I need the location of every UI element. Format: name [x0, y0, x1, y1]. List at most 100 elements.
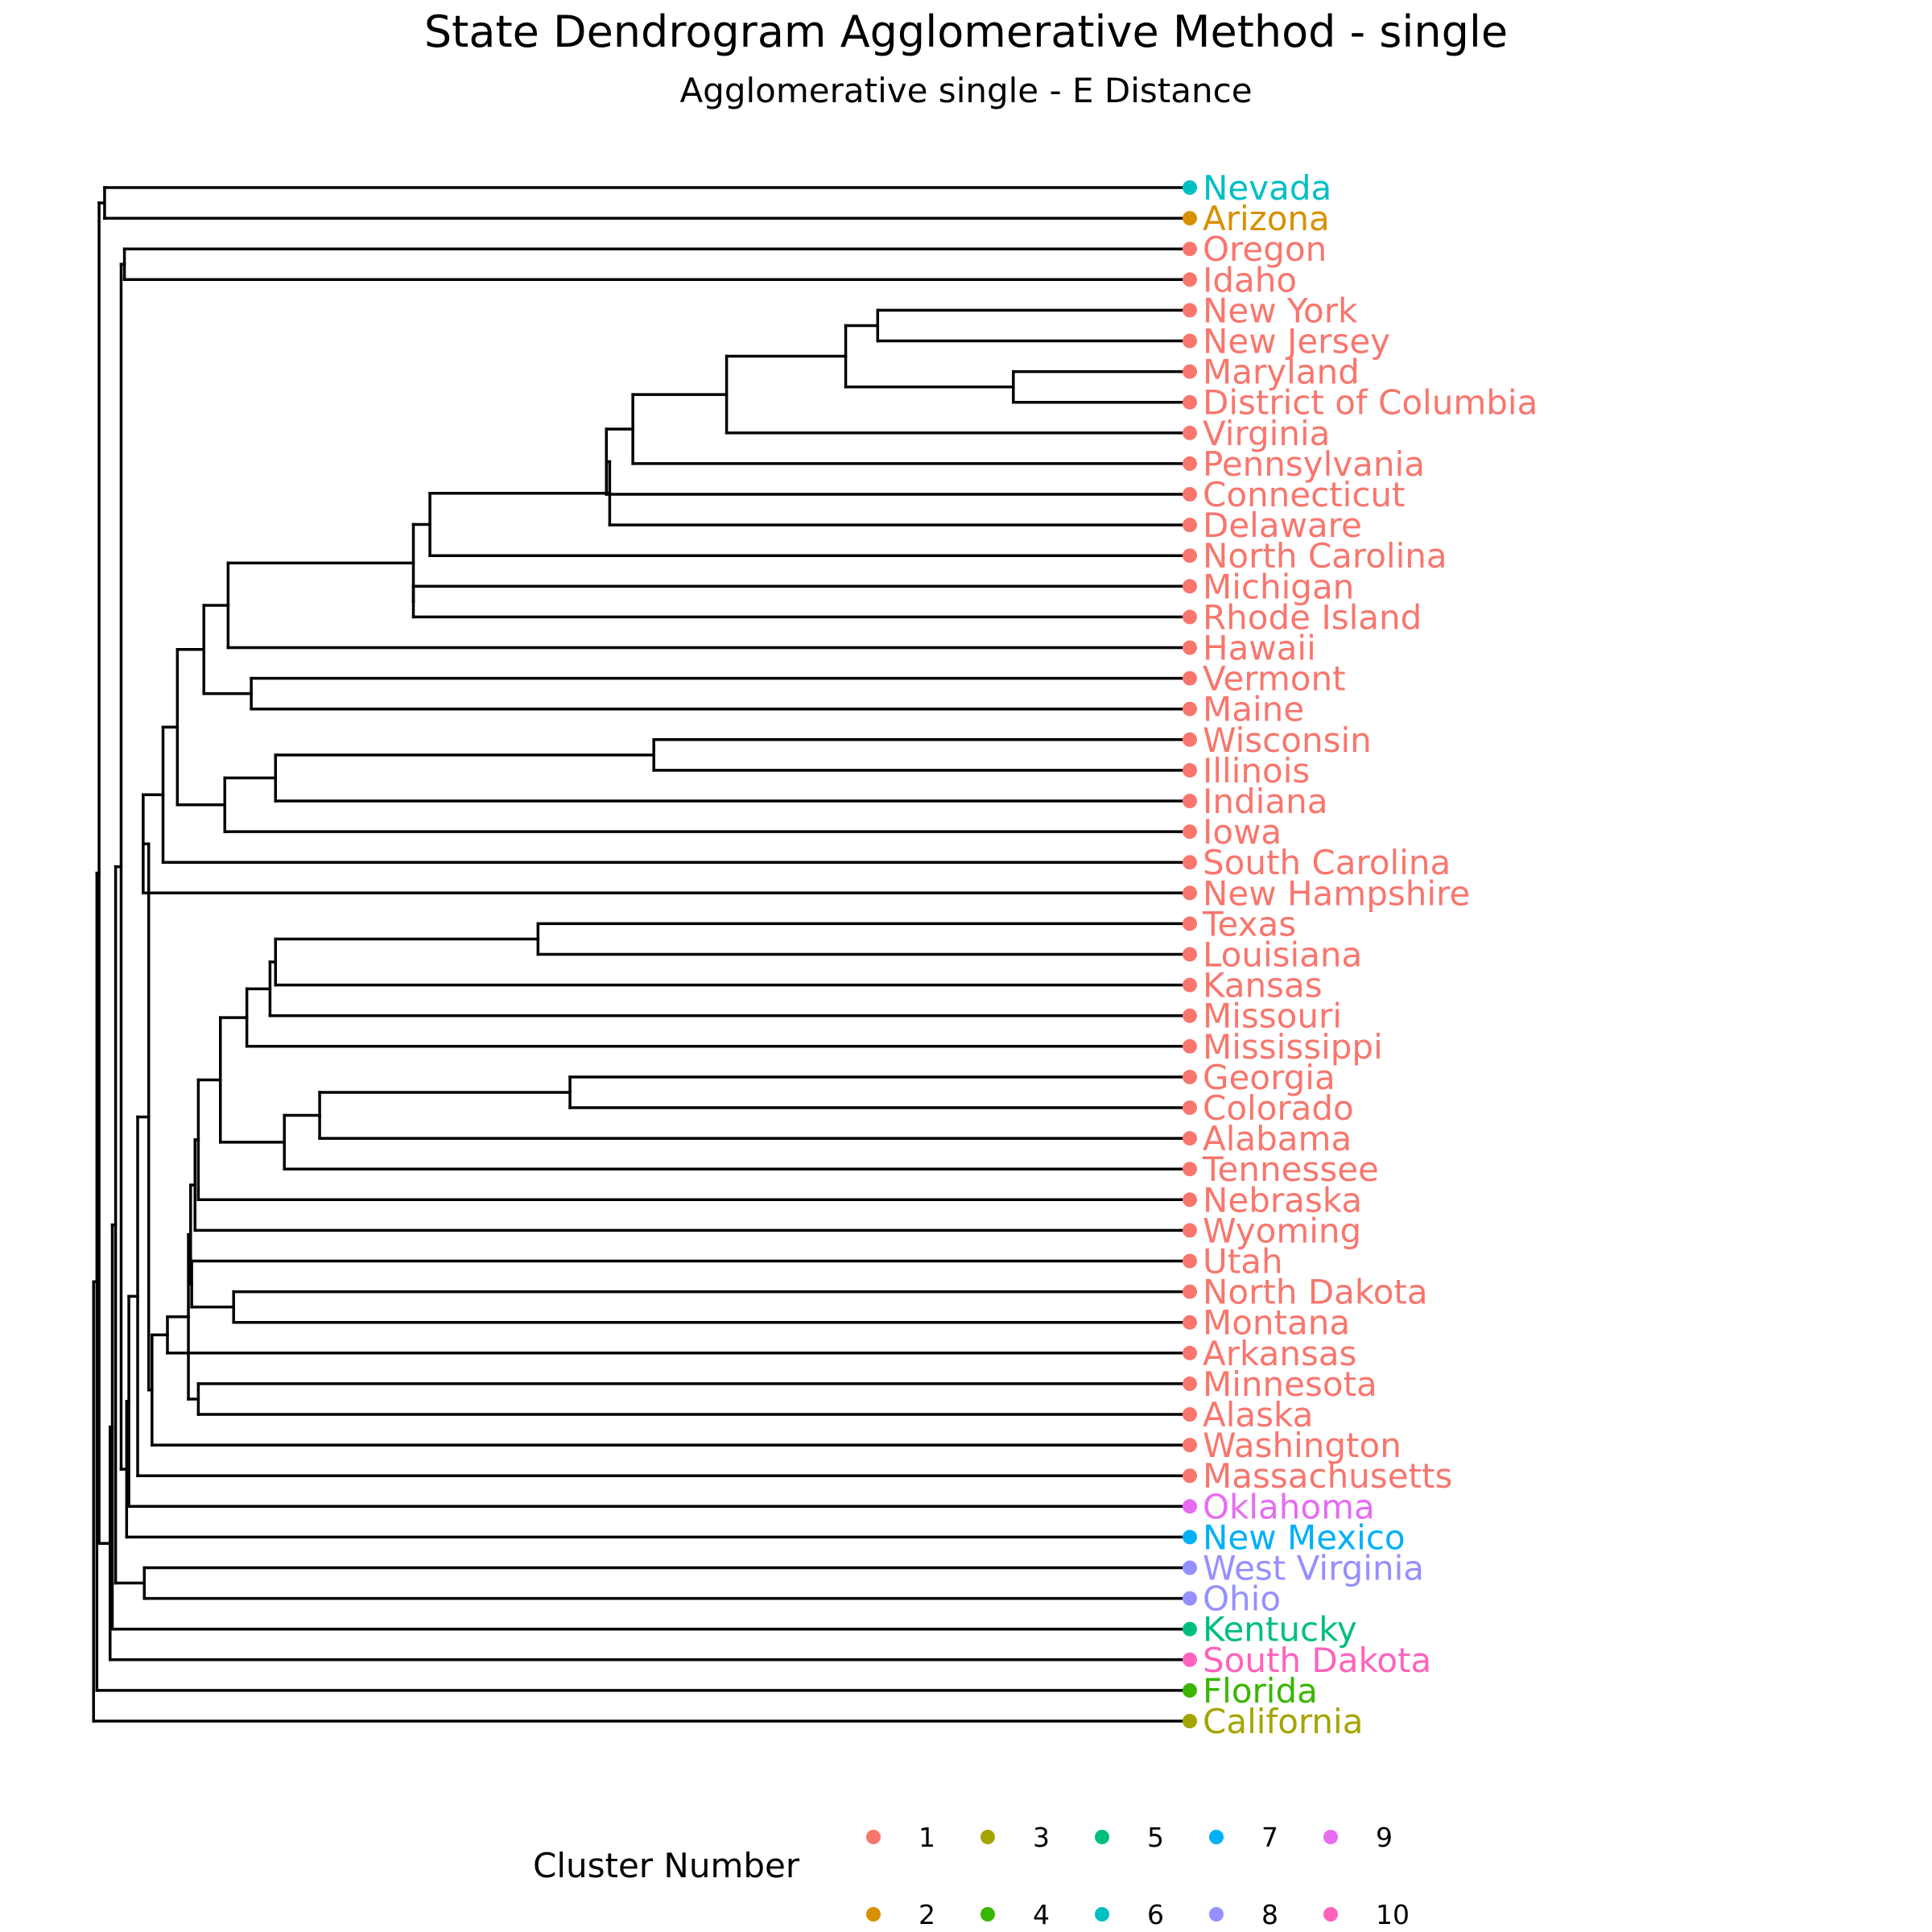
leaf-label: Rhode Island — [1203, 597, 1422, 637]
leaf-point — [1183, 242, 1197, 257]
leaf-label: Ohio — [1203, 1579, 1281, 1619]
leaf-point — [1183, 1499, 1197, 1514]
leaf-label: South Carolina — [1203, 843, 1451, 882]
leaf-point — [1183, 1100, 1197, 1115]
leaf-label: Florida — [1203, 1671, 1318, 1711]
leaf-label: Oregon — [1203, 229, 1327, 269]
leaf-label: New Jersey — [1203, 322, 1390, 361]
leaf-label: Montana — [1203, 1303, 1350, 1343]
leaf-point — [1183, 794, 1197, 808]
leaf-point — [1183, 425, 1197, 440]
leaf-point — [1183, 1591, 1197, 1606]
legend-swatch — [980, 1907, 995, 1922]
leaf-label: Tennessee — [1202, 1150, 1379, 1189]
leaf-point — [1183, 1131, 1197, 1146]
leaf-label: Georgia — [1203, 1058, 1335, 1097]
legend-swatch — [1209, 1907, 1224, 1922]
chart-title: State Dendrogram Agglomerative Method - … — [423, 6, 1509, 57]
leaf-point — [1183, 333, 1197, 349]
leaf-point — [1183, 1008, 1197, 1023]
leaf-label: Wisconsin — [1203, 720, 1372, 760]
leaf-label: Nevada — [1203, 168, 1331, 208]
leaf-label: Minnesota — [1203, 1364, 1377, 1404]
leaf-point — [1183, 1284, 1197, 1299]
legend-swatch — [1095, 1830, 1109, 1844]
dendrogram-branches — [92, 186, 1191, 1723]
legend-label: 1 — [919, 1822, 935, 1853]
legend-label: 2 — [919, 1899, 935, 1930]
leaf-point — [1183, 1530, 1197, 1545]
leaf-point — [1183, 947, 1197, 962]
leaf-label: Arkansas — [1203, 1334, 1356, 1373]
leaf-label: Oklahoma — [1203, 1487, 1375, 1526]
leaf-point — [1183, 364, 1197, 379]
leaf-point — [1183, 1345, 1197, 1360]
legend-swatch — [1095, 1907, 1109, 1922]
leaf-label: Maryland — [1203, 353, 1360, 392]
leaf-label: Wyoming — [1203, 1211, 1361, 1250]
legend-swatch — [980, 1830, 995, 1844]
leaf-point — [1183, 701, 1197, 716]
leaf-label: Virginia — [1203, 414, 1330, 453]
leaf-label: West Virginia — [1203, 1549, 1424, 1588]
leaf-point — [1183, 518, 1197, 533]
leaf-label: Louisiana — [1203, 935, 1362, 975]
leaf-point — [1183, 1621, 1197, 1637]
legend-swatch — [1323, 1907, 1338, 1922]
leaf-point — [1183, 609, 1197, 625]
leaf-point — [1183, 1038, 1197, 1054]
leaf-point — [1183, 762, 1197, 778]
legend-label: 10 — [1376, 1899, 1410, 1930]
leaf-label: Massachusetts — [1203, 1456, 1452, 1496]
leaf-label: Connecticut — [1203, 475, 1406, 514]
leaf-label: Kansas — [1203, 966, 1323, 1005]
legend-swatch — [1323, 1830, 1338, 1844]
leaf-label: Maine — [1203, 690, 1304, 729]
leaf-point — [1183, 1069, 1197, 1084]
leaf-point — [1183, 1162, 1197, 1177]
leaf-label: North Dakota — [1203, 1273, 1428, 1312]
leaf-label: Pennsylvania — [1203, 444, 1425, 484]
leaf-label: Vermont — [1203, 659, 1346, 699]
leaf-point — [1183, 579, 1197, 594]
leaf-point — [1183, 824, 1197, 840]
legend-swatch — [866, 1907, 881, 1922]
leaf-label: Utah — [1203, 1242, 1283, 1282]
leaf-point — [1183, 303, 1197, 318]
leaf-point — [1183, 272, 1197, 287]
leaf-point — [1183, 1438, 1197, 1453]
leaf-label: Delaware — [1203, 506, 1362, 545]
leaf-point — [1183, 1682, 1197, 1698]
leaf-label: Idaho — [1203, 260, 1297, 299]
leaf-label: Indiana — [1203, 782, 1327, 821]
leaf-label: District of Columbia — [1203, 383, 1538, 423]
leaf-label: Iowa — [1203, 812, 1282, 852]
leaf-label: North Carolina — [1203, 536, 1447, 576]
legend-label: 4 — [1033, 1899, 1050, 1930]
leaf-label: Texas — [1202, 904, 1296, 943]
legend-label: 3 — [1033, 1822, 1050, 1853]
legend-label: 7 — [1261, 1822, 1278, 1853]
leaf-point — [1183, 640, 1197, 655]
legend-swatch — [1209, 1830, 1224, 1844]
leaf-label: Washington — [1203, 1426, 1402, 1465]
leaf-point — [1183, 1192, 1197, 1208]
leaf-point — [1183, 1407, 1197, 1422]
legend-title: Cluster Number — [533, 1846, 800, 1885]
leaf-point — [1183, 732, 1197, 747]
leaf-label: Mississippi — [1203, 1027, 1383, 1067]
leaf-point — [1183, 180, 1197, 195]
leaf-point — [1183, 886, 1197, 901]
leaf-point — [1183, 211, 1197, 226]
leaf-label: New Hampshire — [1203, 873, 1470, 913]
leaf-point — [1183, 456, 1197, 471]
leaf-label: South Dakota — [1203, 1641, 1431, 1680]
leaf-label: Hawaii — [1203, 629, 1316, 668]
legend: Cluster Number 1 2 3 4 5 6 7 8 9 10 — [533, 1822, 1410, 1930]
leaf-point — [1183, 1253, 1197, 1269]
leaf-label: Alaska — [1203, 1395, 1313, 1435]
leaf-point — [1183, 1714, 1197, 1728]
leaf-point — [1183, 671, 1197, 686]
